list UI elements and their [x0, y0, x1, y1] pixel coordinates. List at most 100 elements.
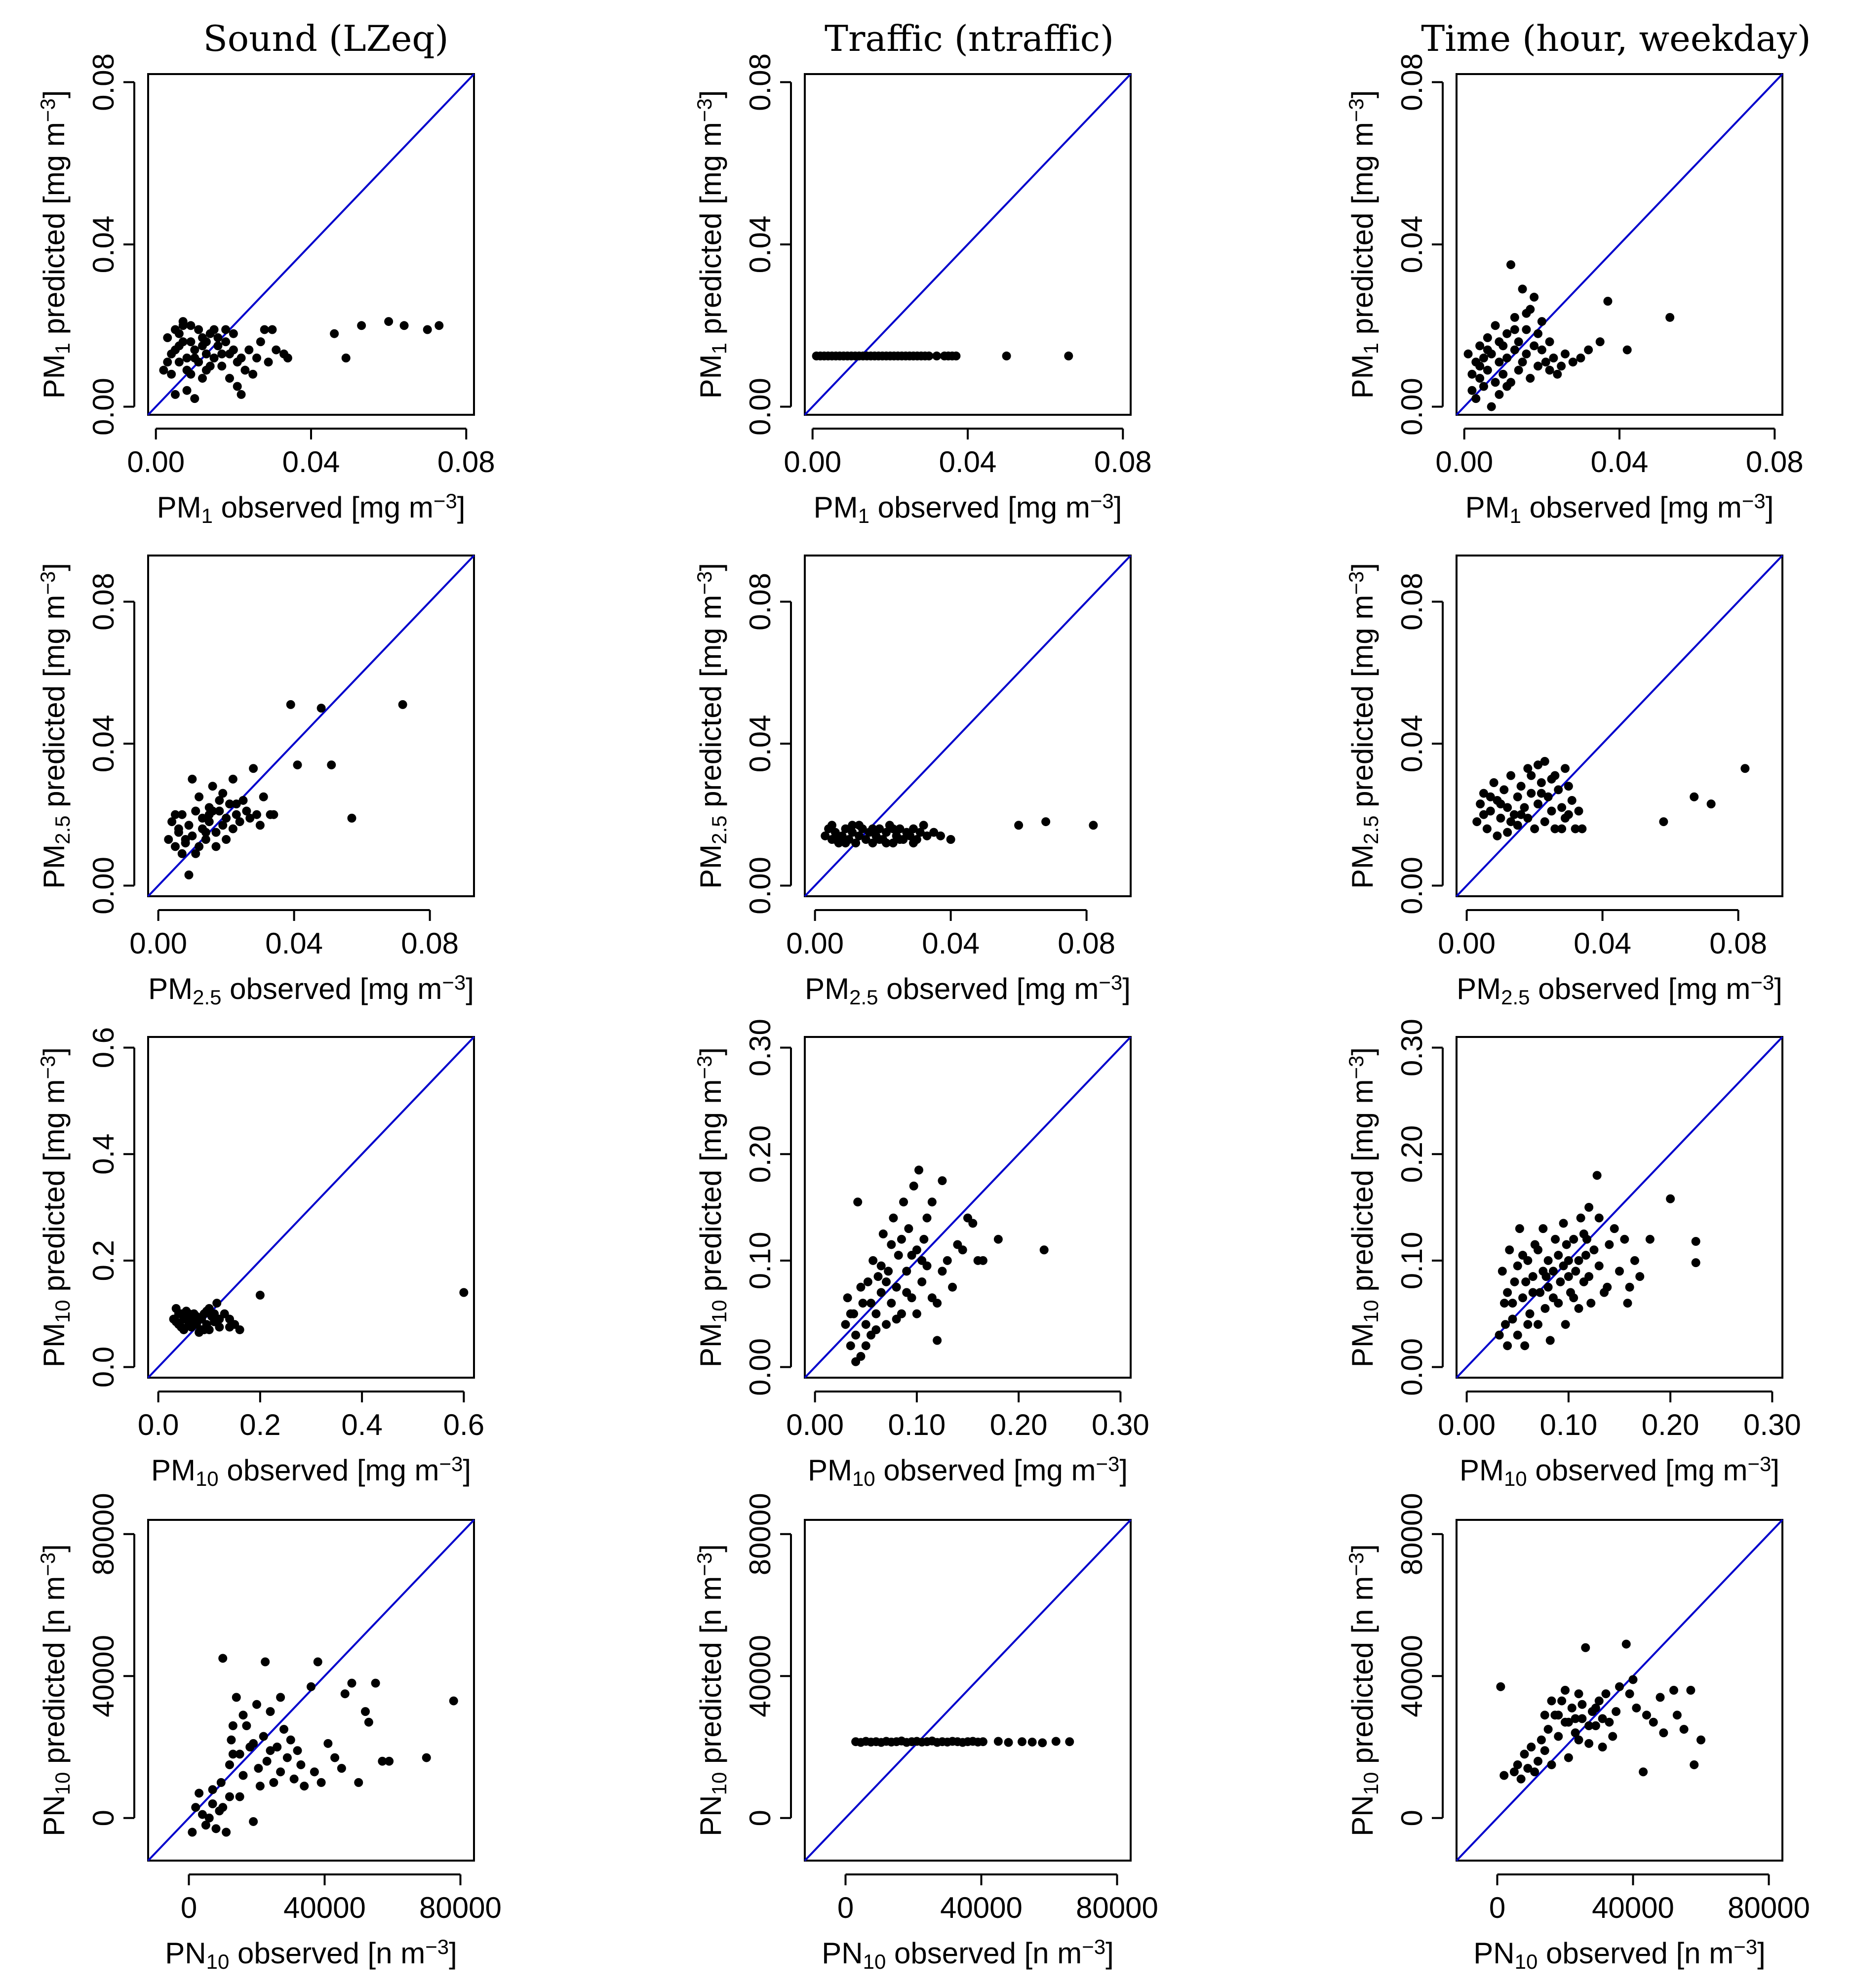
y-axis: 0 40000 80000 — [87, 1493, 135, 1826]
data-point — [867, 1299, 876, 1308]
data-point — [163, 358, 172, 367]
data-point — [1516, 1774, 1526, 1784]
column-title-traffic: Traffic (ntraffic) — [825, 18, 1114, 59]
data-point — [1479, 382, 1488, 391]
y-tick-label: 0.08 — [87, 573, 120, 631]
data-point — [1495, 390, 1504, 399]
y-axis: 0.00 0.04 0.08 — [1395, 53, 1444, 436]
data-point — [1569, 1234, 1578, 1244]
data-point — [245, 813, 255, 823]
data-point — [1513, 1330, 1522, 1340]
x-axis-label-mid: observed [mg m — [875, 1454, 1096, 1487]
data-point — [1543, 792, 1553, 801]
data-point — [191, 1803, 200, 1812]
data-point — [423, 325, 432, 334]
data-point — [255, 1782, 265, 1791]
data-point — [235, 1325, 244, 1334]
data-point — [1523, 764, 1533, 773]
data-point — [1656, 1693, 1665, 1702]
data-point — [1513, 1760, 1522, 1769]
data-point — [1557, 361, 1566, 371]
y-tick-label: 0.00 — [744, 1338, 777, 1396]
data-point — [218, 821, 228, 830]
plot-frame — [1456, 555, 1783, 897]
data-point — [1537, 789, 1546, 798]
data-point — [1548, 1293, 1558, 1303]
data-point — [1543, 1256, 1553, 1265]
x-axis-label-suffix: ] — [1757, 1937, 1766, 1970]
y-axis-label-sup: −3 — [36, 98, 59, 122]
data-point — [1594, 1261, 1604, 1271]
y-tick-label: 80000 — [87, 1493, 120, 1575]
data-point — [323, 1739, 333, 1748]
y-axis-label-prefix: PM — [38, 354, 71, 398]
data-point — [1041, 817, 1051, 827]
data-point — [171, 842, 180, 851]
y-axis-label-sup: −3 — [1344, 571, 1368, 595]
data-point — [1518, 358, 1527, 367]
y-axis-label: PM10 predicted [mg m−3] — [1344, 1047, 1382, 1367]
data-point — [1510, 345, 1519, 355]
y-axis-label: PM1 predicted [mg m−3] — [693, 90, 730, 399]
data-point — [897, 1234, 906, 1244]
data-point — [1475, 361, 1485, 371]
data-point — [198, 374, 207, 383]
data-point — [1547, 1696, 1556, 1706]
data-point — [198, 813, 207, 823]
data-point — [191, 806, 200, 816]
x-axis: 0.00 0.04 0.08 — [1438, 909, 1767, 960]
data-point — [229, 345, 238, 355]
data-point — [225, 1322, 234, 1332]
data-point — [221, 337, 231, 347]
data-point — [1610, 1224, 1619, 1233]
data-point — [238, 795, 248, 805]
y-axis-label-sub: 2.5 — [51, 816, 74, 844]
data-point — [197, 1325, 206, 1334]
data-point — [1581, 1251, 1590, 1260]
x-tick-label: 0.2 — [239, 1408, 280, 1441]
y-tick-label: 0.04 — [1395, 216, 1428, 274]
data-point — [289, 1774, 299, 1784]
data-point — [296, 1760, 306, 1769]
data-point — [434, 321, 444, 330]
data-point — [1571, 1728, 1580, 1738]
data-point — [1530, 824, 1539, 834]
data-point — [1525, 1309, 1535, 1318]
data-point — [286, 700, 295, 709]
data-point — [330, 329, 339, 338]
data-point — [1502, 382, 1512, 391]
y-axis-label-sub: 10 — [51, 1300, 74, 1323]
data-point — [1065, 1737, 1074, 1747]
y-axis-label-sub: 1 — [51, 343, 74, 354]
data-point — [1642, 1710, 1651, 1720]
x-axis-label-sub: 10 — [1504, 1467, 1527, 1490]
data-point — [228, 1749, 237, 1759]
data-point — [167, 817, 177, 827]
data-point — [249, 764, 258, 773]
data-point — [909, 824, 918, 834]
y-tick-label: 0 — [744, 1810, 777, 1826]
data-point — [1594, 1213, 1604, 1223]
data-point — [1495, 1330, 1504, 1340]
data-point — [269, 1778, 278, 1787]
y-axis-label: PM10 predicted [mg m−3] — [36, 1047, 74, 1367]
data-point — [1598, 1743, 1607, 1751]
data-points — [164, 700, 407, 879]
x-axis-label-sub: 10 — [196, 1467, 219, 1490]
x-tick-label: 0.08 — [401, 927, 459, 960]
data-point — [882, 828, 891, 837]
y-axis-label-mid: predicted [n m — [694, 1576, 727, 1772]
data-point — [222, 1828, 231, 1837]
data-points — [841, 1165, 1049, 1366]
data-point — [330, 1753, 340, 1762]
data-point — [225, 374, 234, 383]
data-point — [184, 870, 194, 879]
plot-frame — [804, 555, 1132, 897]
x-axis: 0.00 0.04 0.08 — [129, 909, 459, 960]
data-point — [846, 1341, 855, 1351]
data-point — [861, 835, 870, 844]
data-point — [1513, 1261, 1522, 1271]
data-point — [1502, 329, 1512, 338]
data-point — [269, 810, 278, 819]
